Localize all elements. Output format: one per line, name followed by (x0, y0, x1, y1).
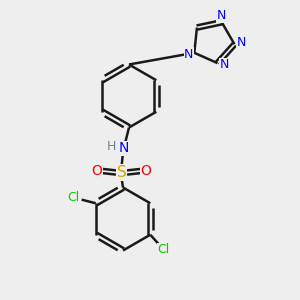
Text: O: O (141, 164, 152, 178)
Text: N: N (118, 142, 129, 155)
Text: N: N (184, 48, 194, 61)
Text: H: H (106, 140, 116, 153)
Text: N: N (219, 58, 229, 71)
Text: Cl: Cl (67, 191, 79, 204)
Text: O: O (92, 164, 102, 178)
Text: Cl: Cl (158, 243, 170, 256)
Text: N: N (236, 36, 246, 49)
Text: N: N (217, 9, 226, 22)
Text: S: S (117, 165, 126, 180)
